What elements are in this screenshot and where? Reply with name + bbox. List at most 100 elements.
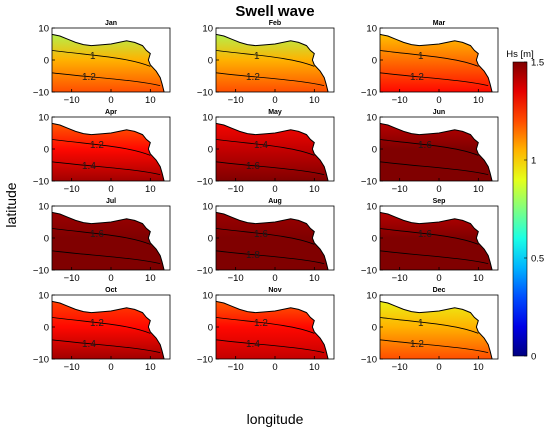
panel-jul: Jul 1.6 −10 0 10 10 0 −10 (33, 198, 171, 284)
panel-sep: Sep 1.6 −10 0 10 10 0 −10 (361, 198, 499, 284)
contour-line (52, 317, 151, 334)
contour-line (216, 250, 325, 264)
panel-apr: Apr 1.2 1.4 −10 0 10 10 0 −10 (33, 109, 171, 195)
sea-field (380, 34, 493, 92)
x-tick-label: 10 (145, 273, 156, 284)
y-tick-label: 0 (208, 56, 213, 67)
y-tick-label: 0 (44, 323, 49, 334)
contour-label: 1.6 (254, 229, 268, 240)
contour-line (380, 72, 489, 86)
coastline (215, 33, 329, 93)
contour-label: 1.2 (246, 72, 260, 83)
x-tick-label: 0 (272, 273, 277, 284)
contour-line (216, 228, 315, 245)
panel-jun: Jun 1.6 −10 0 10 10 0 −10 (361, 109, 499, 195)
contour-label: 1.6 (418, 140, 432, 151)
panel-title: Jan (105, 20, 117, 27)
x-tick-label: 0 (436, 184, 441, 195)
y-tick-label: 10 (202, 291, 213, 302)
contour-label: 1 (418, 318, 424, 329)
contour-line (216, 317, 315, 334)
sea-field (52, 123, 165, 181)
y-tick-label: 10 (366, 24, 377, 35)
x-tick-label: 0 (436, 95, 441, 106)
panel-title: Sep (433, 198, 446, 205)
sea-field (216, 301, 329, 359)
colorbar-bar (512, 61, 528, 357)
panel-mar: Mar 1 1.2 −10 0 10 10 0 −10 (361, 20, 499, 106)
x-tick-label: 0 (272, 362, 277, 373)
contour-line (52, 161, 161, 175)
contour-line (380, 317, 479, 334)
contour-label: 1.6 (418, 229, 432, 240)
y-tick-label: 0 (44, 56, 49, 67)
contour-line (380, 161, 489, 175)
contour-line (216, 139, 315, 156)
y-tick-label: −10 (197, 88, 213, 99)
x-tick-label: 0 (108, 95, 113, 106)
y-tick-label: 0 (208, 323, 213, 334)
sea-field (380, 123, 493, 181)
coastline (379, 300, 493, 360)
panel-dec: Dec 1 1.2 −10 0 10 10 0 −10 (361, 287, 499, 373)
x-tick-label: −10 (64, 95, 80, 106)
contour-line (216, 50, 315, 67)
sea-field (216, 212, 329, 270)
contour-label: 1.2 (82, 72, 96, 83)
x-axis-label: longitude (247, 411, 304, 427)
x-tick-label: 10 (473, 95, 484, 106)
y-tick-label: −10 (197, 355, 213, 366)
contour-line (380, 250, 489, 264)
x-tick-label: 0 (436, 273, 441, 284)
x-tick-label: −10 (228, 95, 244, 106)
x-tick-label: −10 (392, 362, 408, 373)
x-tick-label: −10 (228, 362, 244, 373)
y-tick-label: 10 (366, 113, 377, 124)
y-tick-label: 0 (372, 56, 377, 67)
panel-title: May (268, 109, 282, 116)
coastline (51, 211, 165, 271)
contour-line (216, 161, 325, 175)
panel-may: May 1.4 1.6 −10 0 10 10 0 −10 (197, 109, 335, 195)
y-tick-label: −10 (33, 266, 49, 277)
y-tick-label: −10 (197, 177, 213, 188)
y-tick-label: −10 (33, 355, 49, 366)
y-tick-label: 10 (202, 113, 213, 124)
contour-label: 1.4 (254, 140, 268, 151)
panel-title: Jul (106, 198, 116, 205)
coastline (51, 300, 165, 360)
y-tick-label: −10 (33, 88, 49, 99)
y-tick-label: 10 (202, 202, 213, 213)
y-tick-label: 0 (372, 323, 377, 334)
coastline (215, 300, 329, 360)
x-tick-label: −10 (392, 273, 408, 284)
panel-title: Dec (433, 287, 446, 294)
contour-line (216, 72, 325, 86)
panel-title: Jun (433, 109, 445, 116)
y-tick-label: 0 (44, 234, 49, 245)
sea-field (52, 34, 165, 92)
y-tick-label: −10 (361, 88, 377, 99)
x-tick-label: 0 (436, 362, 441, 373)
colorbar-tick-label: 1.5 (531, 58, 544, 69)
y-tick-label: 10 (38, 202, 49, 213)
contour-label: 1.4 (82, 161, 96, 172)
contour-label: 1.2 (90, 318, 104, 329)
y-tick-label: 0 (372, 145, 377, 156)
y-tick-label: −10 (33, 177, 49, 188)
contour-line (52, 228, 151, 245)
contour-label: 1.6 (246, 161, 260, 172)
x-tick-label: 10 (473, 184, 484, 195)
contour-line (216, 339, 325, 353)
contour-line (380, 339, 489, 353)
panel-title: Oct (105, 287, 117, 294)
x-tick-label: 10 (309, 362, 320, 373)
y-tick-label: −10 (197, 266, 213, 277)
contour-line (380, 50, 479, 67)
coastline (379, 211, 493, 271)
x-tick-label: −10 (64, 184, 80, 195)
y-tick-label: 10 (202, 24, 213, 35)
contour-label: 1.2 (254, 318, 268, 329)
contour-label: 1.4 (246, 339, 260, 350)
